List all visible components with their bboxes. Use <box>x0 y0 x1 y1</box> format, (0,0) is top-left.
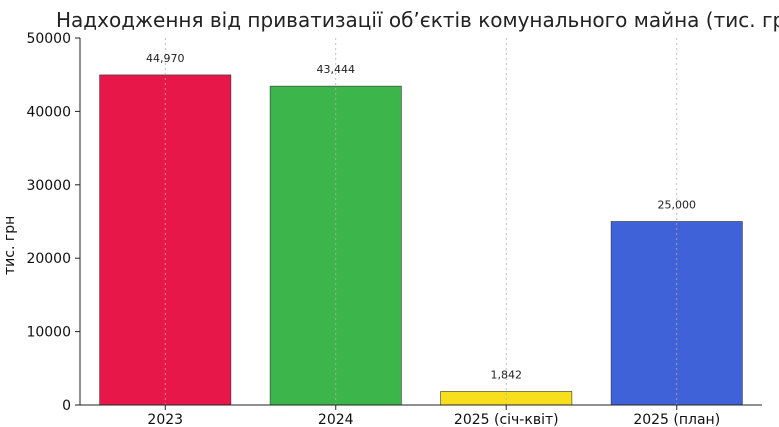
y-tick-label: 50000 <box>26 31 71 47</box>
chart-title: Надходження від приватизації об’єктів ко… <box>56 8 779 32</box>
x-tick-label: 2024 <box>318 412 354 427</box>
data-label: 25,000 <box>658 199 697 212</box>
y-tick-label: 0 <box>62 398 71 414</box>
y-tick-label: 10000 <box>26 325 71 341</box>
x-tick-label: 2023 <box>147 412 183 427</box>
y-tick-label: 20000 <box>26 251 71 267</box>
x-tick-label: 2025 (план) <box>633 412 720 427</box>
x-tick-label: 2025 (січ-квіт) <box>454 412 559 427</box>
data-label: 43,444 <box>317 63 356 76</box>
data-label: 1,842 <box>491 368 523 381</box>
y-tick-label: 30000 <box>26 178 71 194</box>
data-label: 44,970 <box>146 52 185 65</box>
y-tick-label: 40000 <box>26 104 71 120</box>
